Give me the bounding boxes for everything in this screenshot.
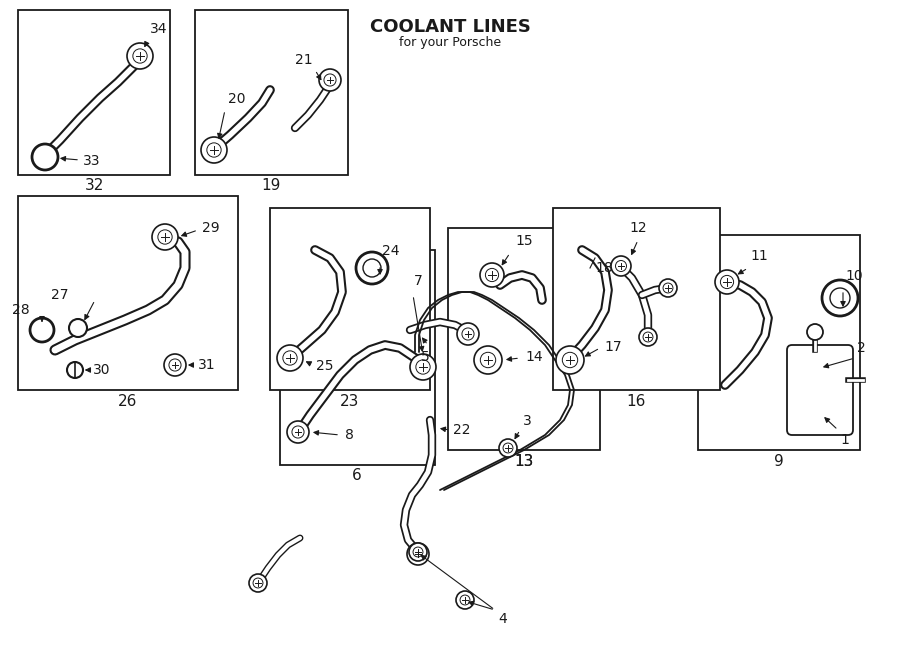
Circle shape <box>409 543 427 561</box>
Text: 26: 26 <box>118 395 138 410</box>
Text: 9: 9 <box>774 455 784 469</box>
Circle shape <box>462 328 474 340</box>
Text: 6: 6 <box>352 467 362 483</box>
Text: 31: 31 <box>198 358 216 372</box>
Circle shape <box>481 352 496 368</box>
Text: 8: 8 <box>345 428 354 442</box>
Circle shape <box>67 362 83 378</box>
Circle shape <box>283 351 297 365</box>
Circle shape <box>639 328 657 346</box>
Circle shape <box>324 74 336 86</box>
Circle shape <box>412 548 424 560</box>
Circle shape <box>253 578 263 588</box>
Text: 29: 29 <box>202 221 220 235</box>
Circle shape <box>133 49 148 63</box>
Bar <box>698 235 860 450</box>
Text: 11: 11 <box>750 249 768 263</box>
Text: 30: 30 <box>93 363 111 377</box>
Circle shape <box>127 43 153 69</box>
Text: 3: 3 <box>523 414 532 428</box>
Text: 1: 1 <box>840 433 849 447</box>
Circle shape <box>32 144 58 170</box>
Circle shape <box>457 323 479 345</box>
Bar <box>270 208 430 390</box>
FancyBboxPatch shape <box>787 345 853 435</box>
Bar <box>280 250 435 465</box>
Circle shape <box>807 324 823 340</box>
Bar <box>18 10 170 175</box>
Circle shape <box>292 426 304 438</box>
Text: 34: 34 <box>150 22 167 36</box>
Text: 5: 5 <box>420 350 429 364</box>
Text: 4: 4 <box>498 612 507 626</box>
Text: 17: 17 <box>604 340 622 354</box>
Bar <box>18 196 238 390</box>
Circle shape <box>363 259 381 277</box>
Circle shape <box>69 319 87 337</box>
Circle shape <box>485 268 499 282</box>
Circle shape <box>164 354 186 376</box>
Circle shape <box>201 137 227 163</box>
Text: 20: 20 <box>228 92 246 106</box>
Circle shape <box>207 143 221 157</box>
Circle shape <box>169 359 181 371</box>
Text: 12: 12 <box>629 221 647 235</box>
Circle shape <box>456 591 474 609</box>
Circle shape <box>616 260 626 272</box>
Circle shape <box>611 256 631 276</box>
Circle shape <box>720 276 733 289</box>
Circle shape <box>499 439 517 457</box>
Circle shape <box>356 252 388 284</box>
Text: 27: 27 <box>50 288 68 302</box>
Circle shape <box>287 421 309 443</box>
Circle shape <box>663 283 673 293</box>
Circle shape <box>715 270 739 294</box>
Text: 19: 19 <box>261 178 281 194</box>
Circle shape <box>659 279 677 297</box>
Circle shape <box>249 574 267 592</box>
Text: 28: 28 <box>13 303 30 317</box>
Bar <box>195 10 348 175</box>
Bar <box>448 228 600 450</box>
Text: 22: 22 <box>453 423 471 437</box>
Text: 33: 33 <box>83 154 101 168</box>
Text: 15: 15 <box>515 234 533 248</box>
Circle shape <box>480 263 504 287</box>
Circle shape <box>30 318 54 342</box>
Text: 13: 13 <box>514 455 534 469</box>
Circle shape <box>822 280 858 316</box>
Text: 14: 14 <box>525 350 543 364</box>
Circle shape <box>413 547 423 557</box>
Text: 10: 10 <box>845 269 862 283</box>
Text: 21: 21 <box>295 53 313 67</box>
Text: 18: 18 <box>595 261 613 275</box>
Text: 25: 25 <box>316 359 334 373</box>
Circle shape <box>830 288 850 308</box>
Circle shape <box>503 443 513 453</box>
Circle shape <box>556 346 584 374</box>
Text: 16: 16 <box>626 395 645 410</box>
Text: 24: 24 <box>382 244 400 258</box>
Circle shape <box>152 224 178 250</box>
Text: 7: 7 <box>414 274 422 288</box>
Circle shape <box>158 230 172 244</box>
Text: 13: 13 <box>514 455 534 469</box>
Circle shape <box>319 69 341 91</box>
Text: 32: 32 <box>85 178 104 194</box>
Circle shape <box>460 595 470 605</box>
Circle shape <box>562 352 578 368</box>
Text: 23: 23 <box>340 395 360 410</box>
Circle shape <box>277 345 303 371</box>
Text: for your Porsche: for your Porsche <box>399 36 501 49</box>
Circle shape <box>416 360 430 374</box>
Circle shape <box>410 354 436 380</box>
Bar <box>553 208 720 390</box>
Circle shape <box>474 346 502 374</box>
Text: 2: 2 <box>857 341 866 355</box>
Circle shape <box>643 332 653 342</box>
Circle shape <box>407 543 429 565</box>
Text: COOLANT LINES: COOLANT LINES <box>370 18 530 36</box>
